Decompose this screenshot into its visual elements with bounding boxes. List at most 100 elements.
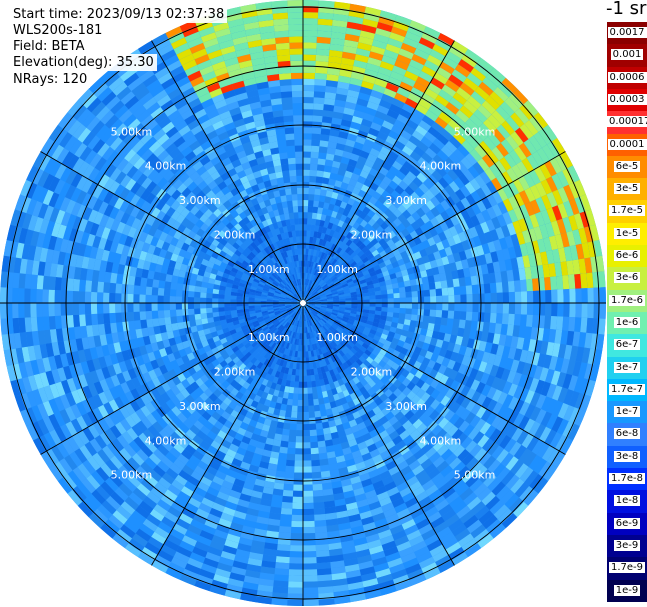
range-gate-cell	[278, 452, 288, 460]
range-gate-cell	[109, 292, 116, 303]
range-gate-cell	[295, 448, 303, 455]
range-gate-cell	[411, 303, 419, 310]
range-gate-cell	[305, 279, 309, 286]
range-gate-cell	[434, 316, 442, 325]
range-gate-cell	[42, 303, 49, 317]
range-gate-cell	[85, 314, 93, 326]
range-gate-cell	[350, 121, 362, 131]
range-gate-cell	[309, 255, 314, 262]
range-gate-cell	[335, 93, 348, 102]
range-gate-cell	[484, 293, 491, 303]
range-gate-cell	[318, 225, 324, 233]
range-gate-cell	[139, 311, 147, 321]
range-gate-cell	[169, 289, 177, 297]
range-gate-cell	[282, 495, 293, 503]
range-gate-cell	[312, 477, 323, 485]
range-gate-cell	[48, 316, 56, 330]
range-gate-cell	[294, 454, 303, 461]
range-gate-cell	[581, 288, 588, 303]
range-gate-cell	[303, 545, 317, 552]
range-gate-cell	[293, 472, 303, 479]
range-gate-cell	[562, 275, 570, 290]
range-gate-cell	[96, 292, 104, 303]
range-gate-cell	[316, 231, 322, 239]
range-gate-cell	[326, 209, 333, 217]
range-gate-cell	[323, 165, 332, 173]
range-gate-cell	[236, 303, 243, 307]
range-gate-cell	[507, 313, 515, 326]
range-gate-cell	[334, 148, 344, 157]
range-gate-cell	[599, 303, 606, 319]
range-gate-cell	[188, 314, 196, 322]
range-gate-cell	[323, 221, 330, 229]
range-gate-cell	[128, 320, 136, 331]
range-gate-cell	[351, 147, 362, 156]
range-gate-cell	[293, 387, 299, 394]
range-gate-cell	[411, 290, 418, 298]
range-gate-cell	[355, 135, 366, 145]
range-gate-cell	[12, 317, 20, 334]
range-gate-cell	[304, 266, 307, 273]
range-gate-cell	[314, 85, 326, 93]
range-gate-cell	[391, 26, 408, 38]
range-gate-cell	[288, 435, 297, 443]
range-gate-cell	[145, 286, 153, 296]
range-gate-cell	[464, 320, 472, 330]
range-gate-cell	[307, 393, 314, 400]
range-gate-cell	[364, 107, 377, 117]
range-gate-cell	[280, 507, 293, 515]
range-gate-cell	[334, 1, 351, 10]
range-gate-cell	[315, 176, 323, 184]
range-gate-cell	[353, 141, 364, 151]
range-gate-cell	[329, 197, 337, 206]
range-gate-cell	[306, 279, 310, 286]
range-gate-cell	[291, 520, 303, 528]
range-gate-cell	[363, 306, 370, 310]
range-gate-cell	[427, 275, 435, 284]
range-gate-cell	[66, 290, 74, 303]
range-gate-cell	[96, 303, 104, 314]
range-gate-cell	[274, 568, 290, 576]
range-gate-cell	[526, 290, 534, 303]
range-gate-cell	[121, 303, 128, 313]
range-gate-cell	[303, 42, 317, 49]
range-gate-cell	[289, 545, 303, 552]
range-gate-cell	[309, 267, 313, 274]
range-gate-cell	[134, 276, 142, 286]
range-gate-cell	[295, 442, 303, 449]
range-gate-cell	[280, 440, 289, 448]
range-gate-cell	[532, 303, 540, 316]
range-gate-cell	[292, 399, 298, 406]
range-gate-cell	[224, 294, 231, 300]
range-gate-cell	[0, 271, 8, 288]
range-gate-cell	[435, 309, 443, 318]
range-gate-cell	[103, 313, 111, 324]
range-gate-cell	[317, 12, 334, 20]
range-gate-cell	[66, 303, 74, 316]
range-gate-cell	[332, 13, 349, 22]
range-gate-cell	[303, 496, 314, 503]
range-gate-cell	[163, 295, 170, 303]
range-gate-cell	[127, 284, 135, 295]
range-gate-cell	[334, 199, 343, 207]
range-gate-cell	[116, 273, 124, 284]
range-gate-cell	[465, 285, 473, 295]
range-gate-cell	[347, 15, 364, 25]
range-gate-cell	[200, 292, 207, 298]
range-gate-cell	[314, 525, 328, 533]
range-gate-cell	[422, 315, 430, 323]
range-gate-cell	[242, 299, 249, 303]
range-gate-cell	[295, 436, 303, 443]
range-gate-cell	[323, 233, 330, 241]
range-gate-cell	[303, 532, 316, 540]
range-gate-cell	[54, 315, 62, 329]
range-gate-cell	[275, 562, 290, 570]
range-gate-cell	[152, 318, 160, 327]
range-gate-cell	[121, 283, 129, 294]
range-gate-cell	[288, 575, 303, 582]
range-gate-cell	[306, 285, 310, 292]
range-gate-cell	[472, 303, 479, 313]
range-gate-cell	[282, 489, 294, 497]
range-gate-cell	[446, 318, 454, 327]
